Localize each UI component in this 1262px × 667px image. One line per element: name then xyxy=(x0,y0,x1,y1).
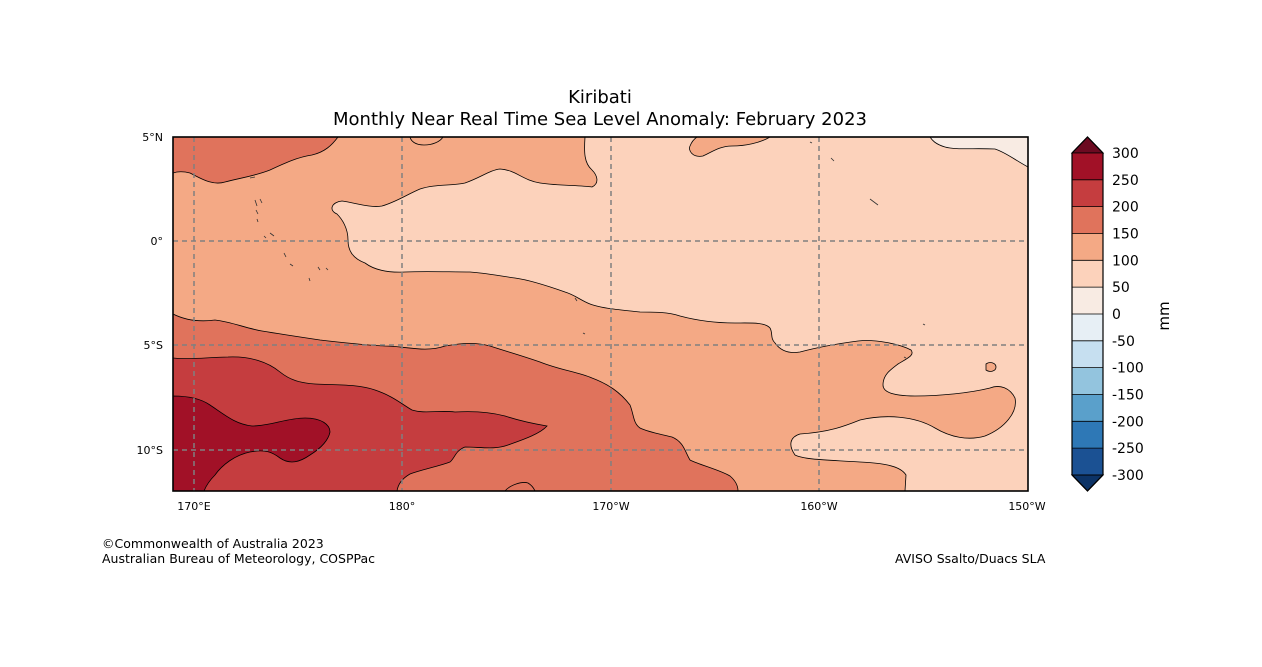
colorbar-swatch xyxy=(1072,179,1103,207)
colorbar-tick-label: -300 xyxy=(1112,468,1144,484)
lat-label-5n: 5°N xyxy=(142,131,163,144)
colorbar-swatch xyxy=(1072,421,1103,449)
map-title: Kiribati xyxy=(568,87,632,108)
lat-label-0: 0° xyxy=(151,235,164,248)
colorbar-tick-label: 250 xyxy=(1112,173,1139,189)
lon-label-170e: 170°E xyxy=(177,500,210,513)
colorbar-tick-label: 50 xyxy=(1112,280,1130,296)
colorbar-swatch xyxy=(1072,206,1103,234)
colorbar-swatch xyxy=(1072,153,1103,180)
anomaly-region-150-200 xyxy=(173,137,339,184)
colorbar-swatch xyxy=(1072,260,1103,288)
anomaly-region-100-150 xyxy=(409,137,444,146)
lat-label-10s: 10°S xyxy=(137,444,163,457)
colorbar-unit-label: mm xyxy=(1155,301,1173,330)
anomaly-region-200-250 xyxy=(504,482,536,491)
colorbar-tick-label: 0 xyxy=(1112,307,1121,323)
anomaly-region-250-300 xyxy=(173,395,331,491)
colorbar-tick-label: 100 xyxy=(1112,253,1139,269)
map-subtitle: Monthly Near Real Time Sea Level Anomaly… xyxy=(333,109,867,130)
colorbar-swatch xyxy=(1072,340,1103,368)
footer-credits: ©Commonwealth of Australia 2023 Australi… xyxy=(102,536,375,566)
colorbar-bottom-arrow xyxy=(1070,474,1105,492)
colorbar-tick-label: -50 xyxy=(1112,334,1135,350)
colorbar: 300 250 200 150 100 50 0 -50 -100 -150 -200 -250 -30… xyxy=(1070,136,1144,492)
lon-label-150w: 150°W xyxy=(1008,500,1045,513)
copyright-text: ©Commonwealth of Australia 2023 xyxy=(102,536,324,551)
map-frame xyxy=(172,136,1029,492)
colorbar-tick-label: 200 xyxy=(1112,200,1139,216)
colorbar-tick-label: 150 xyxy=(1112,226,1139,242)
colorbar-swatch xyxy=(1072,367,1103,395)
colorbar-swatch xyxy=(1072,394,1103,422)
lon-label-180: 180° xyxy=(389,500,416,513)
island-specks xyxy=(249,141,926,359)
anomaly-region-100-150 xyxy=(985,362,997,372)
colorbar-swatch xyxy=(1072,233,1103,261)
anomaly-region-0-50 xyxy=(929,137,1028,168)
lon-label-160w: 160°W xyxy=(800,500,837,513)
colorbar-tick-label: -250 xyxy=(1112,441,1144,457)
anomaly-region-50-100 xyxy=(331,137,1028,491)
colorbar-tick-label: -200 xyxy=(1112,414,1144,430)
colorbar-tick-label: -150 xyxy=(1112,387,1144,403)
organisation-text: Australian Bureau of Meteorology, COSPPa… xyxy=(102,551,375,566)
colorbar-tick-label: -100 xyxy=(1112,361,1144,377)
colorbar-top-arrow xyxy=(1070,136,1105,154)
anomaly-region-100-150 xyxy=(689,137,771,157)
colorbar-swatch xyxy=(1072,313,1103,341)
colorbar-tick-label: 300 xyxy=(1112,146,1139,162)
lat-label-5s: 5°S xyxy=(144,339,163,352)
anomaly-region-200-250 xyxy=(173,356,548,491)
lon-label-170w: 170°W xyxy=(592,500,629,513)
colorbar-swatch xyxy=(1072,448,1103,475)
data-source-text: AVISO Ssalto/Duacs SLA xyxy=(895,551,1046,566)
graticule xyxy=(173,137,1028,491)
colorbar-swatch xyxy=(1072,287,1103,314)
